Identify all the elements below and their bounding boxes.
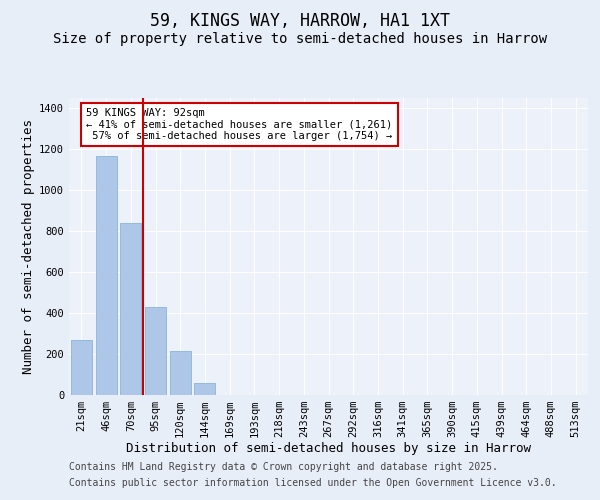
Text: Size of property relative to semi-detached houses in Harrow: Size of property relative to semi-detach… <box>53 32 547 46</box>
X-axis label: Distribution of semi-detached houses by size in Harrow: Distribution of semi-detached houses by … <box>126 442 531 454</box>
Bar <box>170 351 191 395</box>
Text: Contains HM Land Registry data © Crown copyright and database right 2025.: Contains HM Land Registry data © Crown c… <box>69 462 498 472</box>
Text: 59 KINGS WAY: 92sqm
← 41% of semi-detached houses are smaller (1,261)
 57% of se: 59 KINGS WAY: 92sqm ← 41% of semi-detach… <box>86 108 392 141</box>
Bar <box>194 382 215 395</box>
Bar <box>95 156 116 395</box>
Bar <box>145 307 166 395</box>
Text: 59, KINGS WAY, HARROW, HA1 1XT: 59, KINGS WAY, HARROW, HA1 1XT <box>150 12 450 30</box>
Y-axis label: Number of semi-detached properties: Number of semi-detached properties <box>22 118 35 374</box>
Text: Contains public sector information licensed under the Open Government Licence v3: Contains public sector information licen… <box>69 478 557 488</box>
Bar <box>120 222 141 395</box>
Bar <box>71 340 92 395</box>
